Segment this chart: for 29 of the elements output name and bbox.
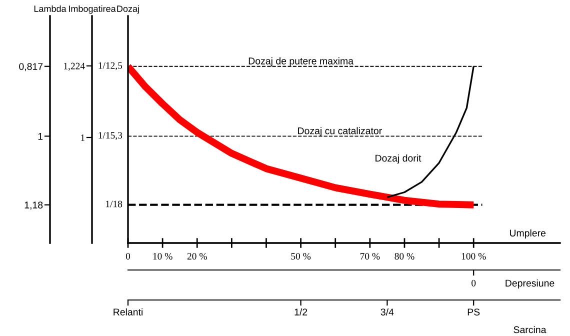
x-tick-label: 100 % xyxy=(462,253,486,260)
x-axis-title: Umplere xyxy=(510,229,546,238)
y2-tick-label: 1 xyxy=(81,134,84,141)
x-tick-label: 70 % xyxy=(360,253,380,260)
text: 1/15,3 xyxy=(98,132,122,140)
x-tick-label: 80 % xyxy=(394,253,414,260)
x2-tick-label: Relanti xyxy=(114,308,142,316)
x-tick-label: 20 % xyxy=(187,253,207,260)
annotation: Dozaj dorit xyxy=(376,154,422,164)
x2-tick-label: PS xyxy=(468,308,480,316)
text: 1/18 xyxy=(106,200,122,208)
x-tick-label: 10 % xyxy=(153,253,172,260)
text: Lambda xyxy=(34,5,66,12)
y-tick-label: 1 xyxy=(38,133,43,140)
text: Dozaj xyxy=(117,5,139,14)
y-tick-label: 0,817 xyxy=(19,63,43,72)
y-tick-label: 1,18 xyxy=(24,202,43,210)
y2-axis-title: Imbogatirea xyxy=(69,5,116,14)
ref-line-label: Dozaj cu catalizator xyxy=(298,127,382,136)
x-tick-label: 0 xyxy=(126,253,130,260)
text: Depresiune xyxy=(506,279,554,289)
text: 0 xyxy=(472,280,476,286)
ref-line-label: Dozaj de putere maxima xyxy=(248,57,354,66)
x2-axis-title: Sarcina xyxy=(514,326,546,334)
y2-tick-label: 1,224 xyxy=(64,62,85,71)
x2-tick-label: 3/4 xyxy=(380,308,394,316)
x-tick-label: 50 % xyxy=(291,253,311,260)
x2-tick-label: 1/2 xyxy=(294,308,308,316)
text: 1/12,5 xyxy=(98,62,122,70)
